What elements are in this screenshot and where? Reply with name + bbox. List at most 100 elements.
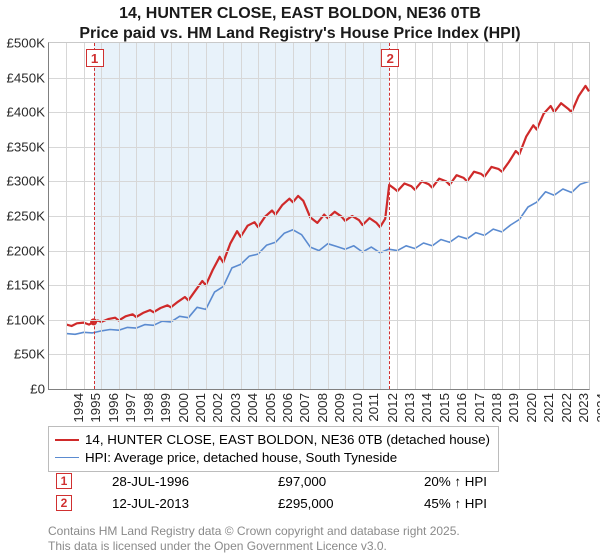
x-tick-label: 2002	[211, 393, 226, 423]
y-tick-label: £300K	[6, 174, 49, 189]
gridline-vertical	[206, 43, 207, 389]
legend-swatch	[55, 457, 79, 458]
table-row: 2 12-JUL-2013£295,00045% ↑ HPI	[48, 492, 572, 514]
x-tick-label: 1996	[106, 393, 121, 423]
gridline-vertical	[275, 43, 276, 389]
x-tick-label: 2021	[541, 393, 556, 423]
y-tick-label: £50K	[14, 347, 49, 362]
title-line-1: 14, HUNTER CLOSE, EAST BOLDON, NE36 0TB	[0, 4, 600, 24]
x-tick-label: 2009	[332, 393, 347, 423]
x-tick-label: 2015	[437, 393, 452, 423]
event-marker-small: 2	[56, 495, 72, 511]
event-price: £295,000	[270, 492, 416, 514]
gridline-vertical	[519, 43, 520, 389]
gridline-vertical	[345, 43, 346, 389]
x-tick-label: 2013	[402, 393, 417, 423]
y-tick-label: £350K	[6, 139, 49, 154]
gridline-horizontal	[49, 112, 589, 113]
sale-events-table: 1 28-JUL-1996£97,00020% ↑ HPI 2 12-JUL-2013…	[48, 470, 572, 514]
gridline-horizontal	[49, 320, 589, 321]
x-tick-label: 2020	[524, 393, 539, 423]
event-delta: 20% ↑ HPI	[416, 470, 572, 492]
x-tick-label: 2018	[489, 393, 504, 423]
gridline-vertical	[554, 43, 555, 389]
footnote-line-2: This data is licensed under the Open Gov…	[48, 539, 460, 554]
legend-row: HPI: Average price, detached house, Sout…	[55, 449, 490, 467]
gridline-vertical	[502, 43, 503, 389]
x-tick-label: 2019	[507, 393, 522, 423]
x-tick-label: 2010	[350, 393, 365, 423]
y-tick-label: £250K	[6, 209, 49, 224]
event-vline	[94, 43, 95, 389]
event-date: 12-JUL-2013	[104, 492, 270, 514]
legend: 14, HUNTER CLOSE, EAST BOLDON, NE36 0TB …	[48, 426, 499, 472]
gridline-vertical	[484, 43, 485, 389]
gridline-vertical	[119, 43, 120, 389]
x-tick-label: 2008	[315, 393, 330, 423]
title-line-2: Price paid vs. HM Land Registry's House …	[0, 24, 600, 44]
gridline-horizontal	[49, 181, 589, 182]
gridline-vertical	[258, 43, 259, 389]
x-tick-label: 2012	[385, 393, 400, 423]
x-tick-label: 1995	[89, 393, 104, 423]
footnote: Contains HM Land Registry data © Crown c…	[48, 524, 460, 554]
gridline-vertical	[241, 43, 242, 389]
gridline-vertical	[171, 43, 172, 389]
x-tick-label: 2004	[245, 393, 260, 423]
gridline-vertical	[397, 43, 398, 389]
gridline-vertical	[101, 43, 102, 389]
y-tick-label: £500K	[6, 36, 49, 51]
gridline-horizontal	[49, 285, 589, 286]
footnote-line-1: Contains HM Land Registry data © Crown c…	[48, 524, 460, 539]
gridline-horizontal	[49, 147, 589, 148]
y-tick-label: £400K	[6, 105, 49, 120]
x-tick-label: 2014	[420, 393, 435, 423]
legend-row: 14, HUNTER CLOSE, EAST BOLDON, NE36 0TB …	[55, 431, 490, 449]
event-delta: 45% ↑ HPI	[416, 492, 572, 514]
y-tick-label: £200K	[6, 243, 49, 258]
gridline-vertical	[66, 43, 67, 389]
x-tick-label: 1997	[123, 393, 138, 423]
x-tick-label: 2003	[228, 393, 243, 423]
gridline-horizontal	[49, 216, 589, 217]
y-tick-label: £0	[30, 382, 49, 397]
x-tick-label: 2017	[472, 393, 487, 423]
gridline-horizontal	[49, 78, 589, 79]
y-tick-label: £100K	[6, 312, 49, 327]
gridline-horizontal	[49, 354, 589, 355]
event-marker: 1	[86, 49, 104, 67]
y-tick-label: £450K	[6, 70, 49, 85]
gridline-vertical	[154, 43, 155, 389]
legend-label: HPI: Average price, detached house, Sout…	[85, 449, 397, 467]
gridline-vertical	[450, 43, 451, 389]
event-marker: 2	[381, 49, 399, 67]
gridline-vertical	[467, 43, 468, 389]
gridline-vertical	[84, 43, 85, 389]
x-tick-label: 2006	[280, 393, 295, 423]
gridline-vertical	[380, 43, 381, 389]
x-tick-label: 2005	[263, 393, 278, 423]
gridline-vertical	[223, 43, 224, 389]
gridline-vertical	[415, 43, 416, 389]
gridline-vertical	[328, 43, 329, 389]
event-marker-small: 1	[56, 473, 72, 489]
gridline-vertical	[188, 43, 189, 389]
gridline-vertical	[537, 43, 538, 389]
plot-area: £0£50K£100K£150K£200K£250K£300K£350K£400…	[48, 42, 590, 390]
gridline-vertical	[363, 43, 364, 389]
legend-swatch	[55, 439, 79, 441]
event-price: £97,000	[270, 470, 416, 492]
legend-label: 14, HUNTER CLOSE, EAST BOLDON, NE36 0TB …	[85, 431, 490, 449]
x-tick-label: 2016	[454, 393, 469, 423]
x-tick-label: 2000	[176, 393, 191, 423]
x-tick-label: 2011	[366, 393, 381, 422]
table-row: 1 28-JUL-1996£97,00020% ↑ HPI	[48, 470, 572, 492]
chart-title: 14, HUNTER CLOSE, EAST BOLDON, NE36 0TB …	[0, 0, 600, 44]
gridline-horizontal	[49, 251, 589, 252]
x-tick-label: 1999	[158, 393, 173, 423]
x-tick-label: 2022	[559, 393, 574, 423]
gridline-vertical	[310, 43, 311, 389]
x-tick-label: 2023	[576, 393, 591, 423]
gridline-vertical	[136, 43, 137, 389]
event-date: 28-JUL-1996	[104, 470, 270, 492]
